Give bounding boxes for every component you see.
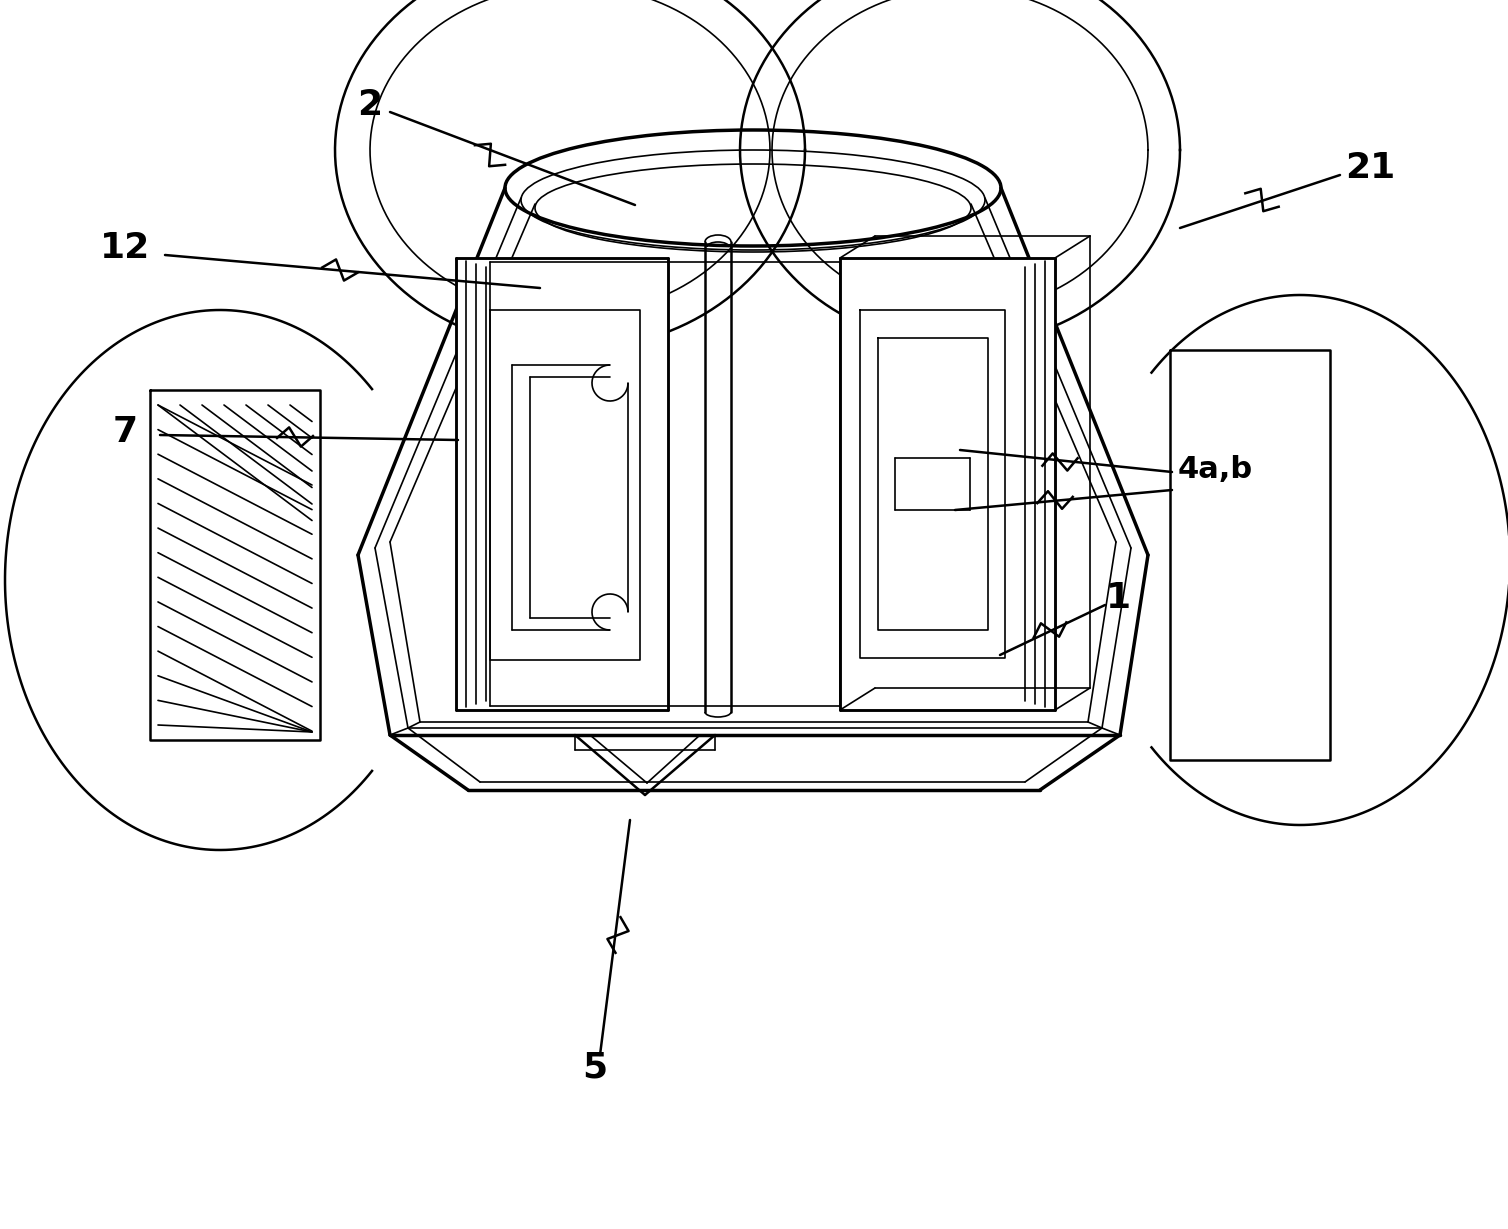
Text: 7: 7 bbox=[113, 415, 137, 449]
Text: 1: 1 bbox=[1105, 581, 1131, 614]
Text: 2: 2 bbox=[357, 88, 383, 122]
Polygon shape bbox=[149, 390, 320, 740]
Polygon shape bbox=[840, 258, 1056, 710]
Text: 5: 5 bbox=[582, 1051, 608, 1085]
Polygon shape bbox=[1170, 350, 1330, 760]
Text: 21: 21 bbox=[1345, 151, 1395, 186]
Text: 4a,b: 4a,b bbox=[1178, 456, 1253, 484]
Polygon shape bbox=[455, 258, 668, 710]
Text: 12: 12 bbox=[100, 231, 151, 265]
